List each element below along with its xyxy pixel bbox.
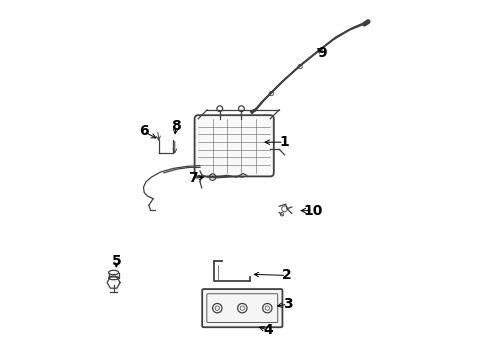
Text: 10: 10	[303, 204, 322, 217]
Text: 8: 8	[171, 119, 181, 133]
Text: 7: 7	[188, 171, 197, 185]
Text: 9: 9	[318, 46, 327, 60]
FancyBboxPatch shape	[207, 294, 278, 323]
FancyBboxPatch shape	[195, 115, 274, 176]
Text: 3: 3	[283, 297, 293, 311]
Text: 2: 2	[282, 269, 291, 282]
Text: 6: 6	[139, 125, 148, 138]
Text: 4: 4	[264, 324, 273, 337]
FancyBboxPatch shape	[202, 289, 282, 327]
Text: 1: 1	[279, 135, 289, 149]
Text: 5: 5	[112, 254, 122, 268]
